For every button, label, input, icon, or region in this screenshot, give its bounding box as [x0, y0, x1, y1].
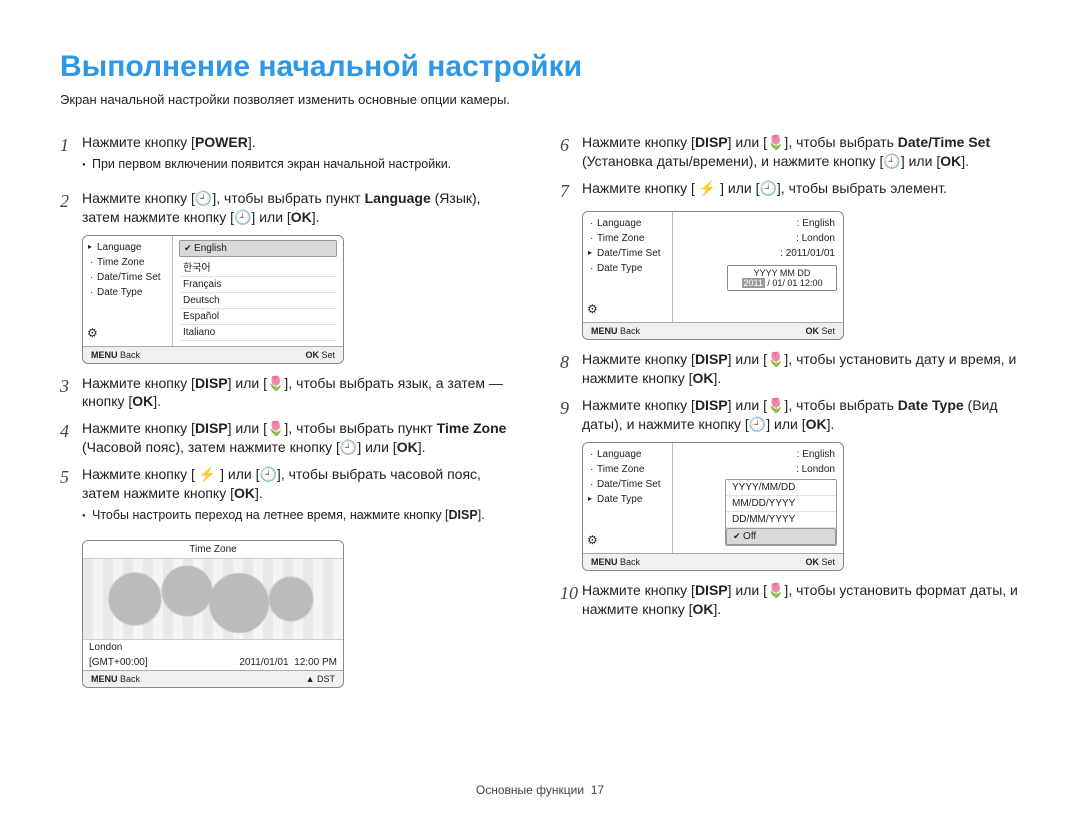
gear-icon: ⚙	[587, 302, 598, 316]
step-3: 3 Нажмите кнопку [DISP] или [🌷], чтобы в…	[60, 374, 520, 412]
step-5-note: Чтобы настроить переход на летнее время,…	[82, 507, 520, 524]
step-1: 1 Нажмите кнопку [POWER]. При первом вкл…	[60, 133, 520, 181]
cam-options: English 한국어 Français Deutsch Español Ita…	[173, 236, 343, 346]
manual-page: Выполнение начальной настройки Экран нач…	[0, 0, 1080, 815]
left-column: 1 Нажмите кнопку [POWER]. При первом вкл…	[60, 133, 520, 698]
page-subtitle: Экран начальной настройки позволяет изме…	[60, 92, 1020, 107]
screenshot-language: Language Time Zone Date/Time Set Date Ty…	[82, 235, 344, 364]
step-9: 9 Нажмите кнопку [DISP] или [🌷], чтобы в…	[560, 396, 1020, 434]
step-7: 7 Нажмите кнопку [ ⚡ ] или [🕘], чтобы вы…	[560, 179, 1020, 203]
step-8: 8 Нажмите кнопку [DISP] или [🌷], чтобы у…	[560, 350, 1020, 388]
screenshot-timezone: Time Zone London [GMT+00:00] 2011/01/01 …	[82, 540, 344, 688]
screenshot-datetime: Language Time Zone Date/Time Set Date Ty…	[582, 211, 844, 340]
step-2: 2 Нажмите кнопку [🕘], чтобы выбрать пунк…	[60, 189, 520, 227]
step-10: 10 Нажмите кнопку [DISP] или [🌷], чтобы …	[560, 581, 1020, 619]
screenshot-datetype: Language Time Zone Date/Time Set Date Ty…	[582, 442, 844, 571]
step-1-note: При первом включении появится экран нача…	[82, 156, 520, 173]
date-editor: YYYY MM DD 2011 / 01/ 01 12:00	[727, 265, 837, 291]
gear-icon: ⚙	[587, 533, 598, 547]
page-footer: Основные функции 17	[0, 783, 1080, 797]
step-4: 4 Нажмите кнопку [DISP] или [🌷], чтобы в…	[60, 419, 520, 457]
right-column: 6 Нажмите кнопку [DISP] или [🌷], чтобы в…	[560, 133, 1020, 698]
step-5: 5 Нажмите кнопку [ ⚡ ] или [🕘], чтобы вы…	[60, 465, 520, 532]
world-map-icon	[83, 558, 343, 640]
cam-menu: Language Time Zone Date/Time Set Date Ty…	[83, 236, 173, 346]
step-6: 6 Нажмите кнопку [DISP] или [🌷], чтобы в…	[560, 133, 1020, 171]
page-title: Выполнение начальной настройки	[60, 50, 1020, 84]
gear-icon: ⚙	[87, 326, 98, 340]
